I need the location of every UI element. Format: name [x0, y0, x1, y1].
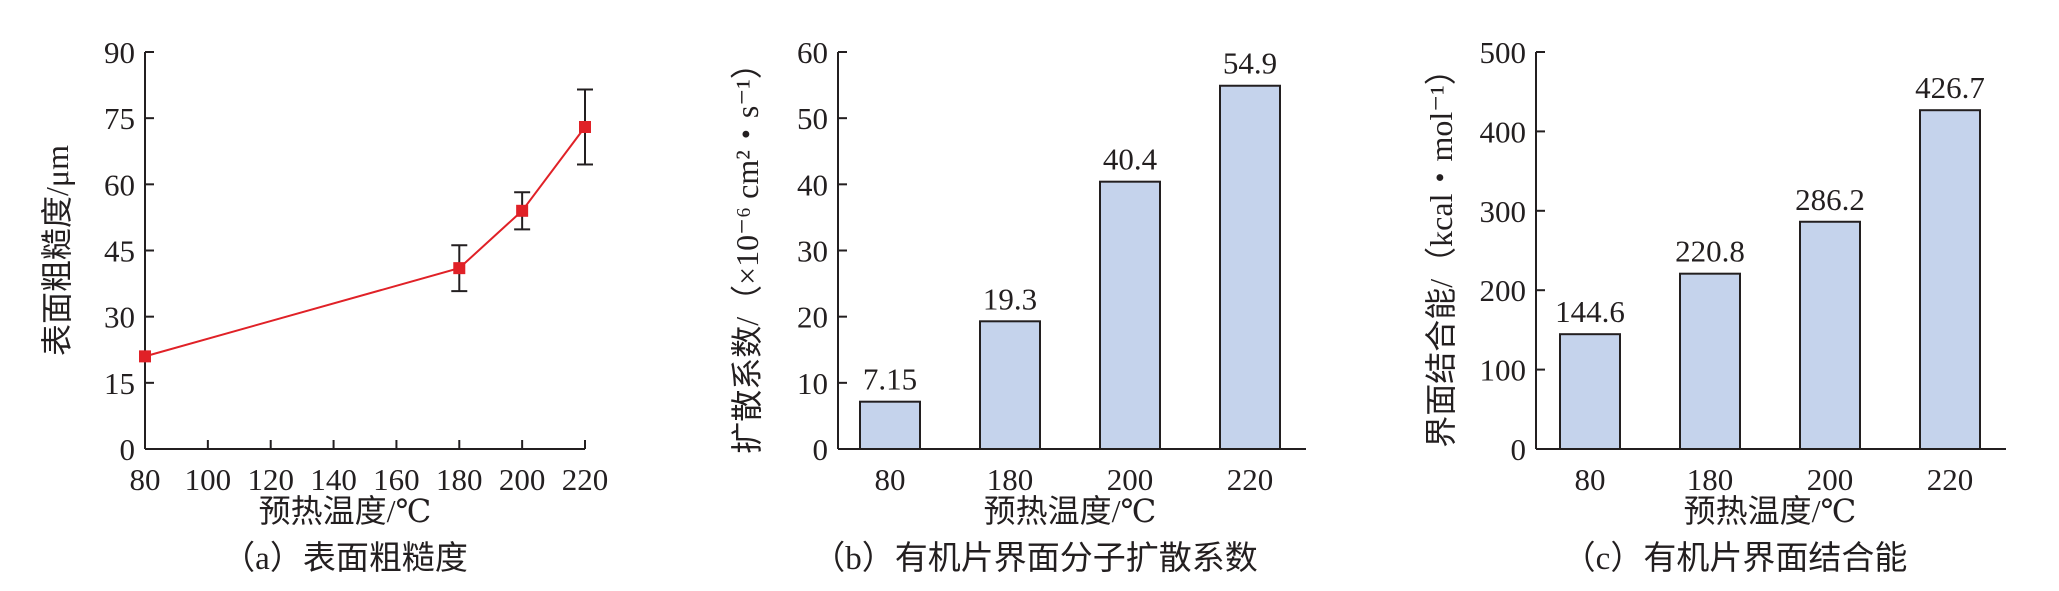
x-tick-label: 200	[499, 462, 546, 497]
x-tick-label: 120	[247, 462, 294, 497]
y-axis-title: 表面粗糙度/μm	[39, 145, 75, 356]
y-tick-label: 30	[104, 300, 135, 335]
bar-value-label: 144.6	[1555, 294, 1625, 329]
y-tick-label: 400	[1480, 114, 1527, 149]
panel-caption: （a）表面粗糙度	[222, 540, 468, 577]
data-point-marker	[453, 262, 466, 275]
y-tick-label: 40	[797, 167, 828, 202]
y-tick-label: 50	[797, 101, 828, 136]
bar-value-label: 40.4	[1103, 142, 1158, 177]
x-axis-title: 预热温度/℃	[259, 493, 432, 529]
x-tick-label: 180	[436, 462, 483, 497]
y-tick-label: 45	[104, 234, 135, 269]
panel-a-line-chart: 0 15 30 45 60 75 90 表面粗糙度/μm 预热温度/℃ （a）表面粗糙度 80 100…	[39, 35, 608, 577]
x-tick-label: 80	[1575, 462, 1606, 497]
bar	[1559, 333, 1621, 450]
x-tick-label: 140	[310, 462, 357, 497]
y-tick-label: 60	[797, 35, 828, 70]
bar-value-label: 426.7	[1915, 70, 1985, 105]
y-tick-label: 0	[120, 432, 136, 467]
bar	[1219, 84, 1281, 451]
y-tick-label: 90	[104, 35, 135, 70]
x-tick-label: 200	[1807, 462, 1854, 497]
series-line	[144, 126, 586, 358]
panel-caption: （b）有机片界面分子扩散系数	[812, 540, 1258, 577]
x-tick-label: 80	[130, 462, 161, 497]
y-tick-label: 200	[1480, 273, 1527, 308]
x-tick-label: 160	[373, 462, 420, 497]
bar	[1799, 220, 1861, 450]
panel-caption: （c）有机片界面结合能	[1563, 540, 1908, 577]
y-axis-title: 界面结合能/（kcal・mol⁻¹）	[1423, 53, 1459, 447]
panel-c-bar-chart: 0 100 200 300 400 500 界面结合能/（kcal・mol⁻¹） 预热温度/℃…	[1423, 35, 2006, 577]
x-tick-label: 220	[1927, 462, 1974, 497]
data-point-marker	[139, 350, 151, 363]
y-tick-label: 100	[1480, 353, 1527, 388]
y-tick-label: 30	[797, 234, 828, 269]
data-point-marker	[579, 120, 591, 133]
x-tick-label: 180	[987, 462, 1034, 497]
bar	[1919, 109, 1981, 451]
x-tick-label: 100	[185, 462, 232, 497]
x-tick-label: 80	[875, 462, 906, 497]
y-axis-title: 扩散系数/（×10⁻⁶ cm²・s⁻¹）	[729, 47, 765, 454]
bar-value-label: 7.15	[863, 362, 917, 397]
bar	[1679, 272, 1741, 451]
y-tick-label: 300	[1480, 194, 1527, 229]
x-axis-title: 预热温度/℃	[984, 493, 1157, 529]
x-tick-label: 220	[562, 462, 609, 497]
bar-value-label: 19.3	[983, 281, 1037, 316]
x-axis-title: 预热温度/℃	[1684, 493, 1857, 529]
y-tick-label: 15	[104, 366, 135, 401]
data-point-marker	[516, 204, 529, 217]
bar	[1099, 180, 1161, 450]
y-tick-label: 0	[1511, 432, 1527, 467]
x-tick-label: 220	[1227, 462, 1274, 497]
bar-value-label: 220.8	[1675, 234, 1745, 269]
y-tick-label: 500	[1480, 35, 1527, 70]
x-tick-label: 200	[1107, 462, 1154, 497]
y-tick-label: 0	[813, 432, 829, 467]
bar	[979, 320, 1041, 451]
x-tick-label: 180	[1687, 462, 1734, 497]
y-tick-label: 60	[104, 167, 135, 202]
y-tick-label: 20	[797, 300, 828, 335]
y-tick-label: 75	[104, 101, 135, 136]
y-tick-label: 10	[797, 366, 828, 401]
panel-b-bar-chart: 0 10 20 30 40 50 60 扩散系数/（×10⁻⁶ cm²・s⁻¹） 预热温度/℃ （…	[729, 35, 1306, 577]
bar-value-label: 54.9	[1223, 46, 1277, 81]
bar-value-label: 286.2	[1795, 182, 1865, 217]
bar	[859, 400, 921, 450]
